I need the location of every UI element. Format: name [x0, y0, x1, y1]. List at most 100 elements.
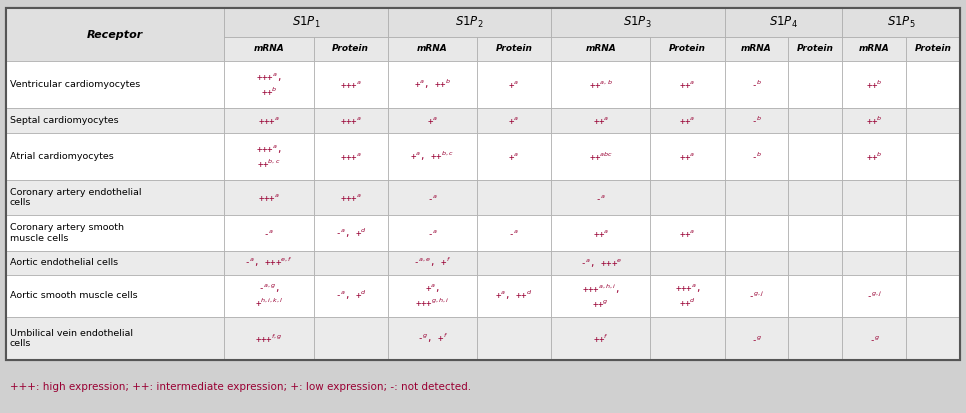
Bar	[224, 37, 314, 61]
Bar	[788, 215, 842, 251]
Text: $\mathit{S1P}_4$: $\mathit{S1P}_4$	[769, 15, 798, 30]
Bar	[788, 275, 842, 317]
Bar	[842, 8, 960, 37]
Bar	[314, 215, 387, 251]
Bar	[6, 8, 224, 61]
Text: Coronary artery endothelial
cells: Coronary artery endothelial cells	[10, 188, 141, 207]
Text: -$^a$: -$^a$	[264, 228, 274, 237]
Bar	[477, 37, 551, 61]
Bar	[6, 133, 224, 180]
Bar	[906, 215, 960, 251]
Bar	[387, 133, 477, 180]
Bar	[224, 251, 314, 275]
Text: -$^a$: -$^a$	[427, 193, 438, 202]
Text: ++$^b$: ++$^b$	[866, 78, 883, 90]
Text: Ventricular cardiomyocytes: Ventricular cardiomyocytes	[10, 80, 140, 89]
Bar	[906, 180, 960, 215]
Bar	[551, 317, 650, 360]
Text: Coronary artery smooth
muscle cells: Coronary artery smooth muscle cells	[10, 223, 124, 243]
Bar	[314, 37, 387, 61]
Text: Protein: Protein	[332, 45, 369, 54]
Text: ++$^f$: ++$^f$	[593, 332, 609, 344]
Bar	[6, 251, 224, 275]
Bar	[551, 37, 650, 61]
Bar	[551, 133, 650, 180]
Text: -$^b$: -$^b$	[751, 80, 762, 89]
Bar	[906, 133, 960, 180]
Text: -$^a$: -$^a$	[595, 193, 607, 202]
Text: Septal cardiomyocytes: Septal cardiomyocytes	[10, 116, 119, 125]
Text: Protein: Protein	[915, 45, 952, 54]
Bar	[387, 8, 551, 37]
Bar	[842, 215, 906, 251]
Text: +++$^a$,
++$^d$: +++$^a$, ++$^d$	[674, 282, 700, 309]
Bar	[314, 61, 387, 108]
Bar	[842, 275, 906, 317]
Bar	[477, 251, 551, 275]
Text: $\mathit{S1P}_1$: $\mathit{S1P}_1$	[292, 15, 320, 30]
Bar	[906, 251, 960, 275]
Text: ++$^a$: ++$^a$	[592, 115, 609, 126]
Bar	[842, 251, 906, 275]
Bar	[551, 251, 650, 275]
Bar	[551, 8, 724, 37]
Bar	[387, 215, 477, 251]
Bar	[224, 275, 314, 317]
Text: +$^a$: +$^a$	[508, 79, 520, 90]
Bar	[477, 180, 551, 215]
Text: -$^g$: -$^g$	[751, 334, 762, 343]
Bar	[724, 317, 788, 360]
Text: +++$^a$: +++$^a$	[340, 151, 361, 162]
Bar	[906, 108, 960, 133]
Bar	[724, 275, 788, 317]
Bar	[788, 61, 842, 108]
Text: -$^{a,g}$,
+$^{h,i,k,l}$: -$^{a,g}$, +$^{h,i,k,l}$	[255, 282, 283, 309]
Bar	[788, 317, 842, 360]
Text: +$^a$, ++$^{b, c}$: +$^a$, ++$^{b, c}$	[411, 150, 454, 164]
Bar	[6, 180, 224, 215]
Bar	[551, 108, 650, 133]
Bar	[724, 108, 788, 133]
Bar	[650, 215, 724, 251]
Bar	[842, 133, 906, 180]
Bar	[906, 37, 960, 61]
Bar	[224, 180, 314, 215]
Text: mRNA: mRNA	[859, 45, 890, 54]
Bar	[724, 251, 788, 275]
Bar	[6, 275, 224, 317]
Text: -$^a$, +$^d$: -$^a$, +$^d$	[334, 289, 366, 302]
Text: +$^a$: +$^a$	[508, 115, 520, 126]
Text: Protein: Protein	[496, 45, 532, 54]
Text: Aortic smooth muscle cells: Aortic smooth muscle cells	[10, 291, 137, 300]
Bar	[6, 8, 960, 360]
Bar	[842, 317, 906, 360]
Text: +++$^a$: +++$^a$	[340, 115, 361, 126]
Bar	[224, 61, 314, 108]
Text: +++: high expression; ++: intermediate expression; +: low expression; -: not det: +++: high expression; ++: intermediate e…	[10, 382, 471, 392]
Text: ++$^{a, b}$: ++$^{a, b}$	[589, 78, 612, 90]
Text: $\mathit{S1P}_3$: $\mathit{S1P}_3$	[623, 15, 652, 30]
Bar	[650, 275, 724, 317]
Bar	[551, 275, 650, 317]
Text: Protein: Protein	[797, 45, 834, 54]
Text: +$^a$: +$^a$	[427, 115, 438, 126]
Bar	[906, 275, 960, 317]
Text: Atrial cardiomyocytes: Atrial cardiomyocytes	[10, 152, 114, 161]
Text: ++$^a$: ++$^a$	[679, 79, 696, 90]
Bar	[387, 317, 477, 360]
Text: +$^a$,
+++$^{g,h,i}$: +$^a$, +++$^{g,h,i}$	[415, 282, 449, 309]
Text: +$^a$, ++$^b$: +$^a$, ++$^b$	[413, 78, 451, 91]
Text: +++$^{a,h,i}$,
++$^g$: +++$^{a,h,i}$, ++$^g$	[582, 282, 620, 309]
Bar	[6, 215, 224, 251]
Text: +++$^a$,
++$^b$: +++$^a$, ++$^b$	[256, 71, 282, 97]
Bar	[724, 61, 788, 108]
Bar	[224, 8, 387, 37]
Bar	[477, 275, 551, 317]
Bar	[477, 61, 551, 108]
Text: mRNA: mRNA	[585, 45, 616, 54]
Text: -$^{g,j}$: -$^{g,j}$	[749, 291, 765, 300]
Text: -$^{g,j}$: -$^{g,j}$	[866, 291, 883, 300]
Bar	[724, 215, 788, 251]
Bar	[224, 317, 314, 360]
Bar	[724, 133, 788, 180]
